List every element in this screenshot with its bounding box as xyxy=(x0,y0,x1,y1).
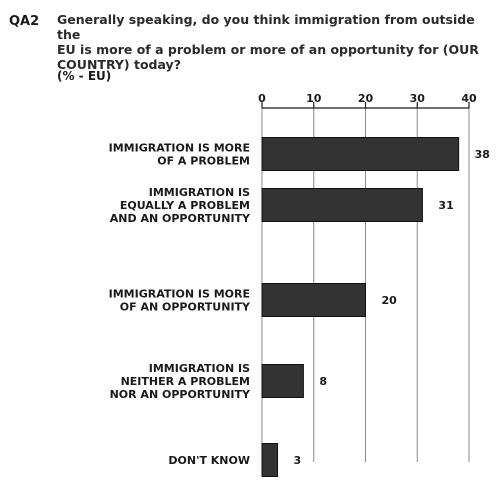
category-label: IMMIGRATION IS EQUALLY A PROBLEM AND AN OP… xyxy=(110,186,251,225)
data-label: 20 xyxy=(382,294,398,307)
data-label: 3 xyxy=(294,454,302,467)
tick-label: 0 xyxy=(258,92,266,105)
question-text: Generally speaking, do you think immigra… xyxy=(57,12,497,72)
data-label: 31 xyxy=(438,199,453,212)
data-label: 8 xyxy=(319,375,327,388)
bar xyxy=(261,364,304,398)
bar xyxy=(261,188,423,222)
bar xyxy=(261,443,279,477)
question-line-1: Generally speaking, do you think immigra… xyxy=(57,12,475,42)
question-line-2: EU is more of a problem or more of an op… xyxy=(57,42,479,57)
category-label: IMMIGRATION IS MORE OF A PROBLEM xyxy=(109,142,250,168)
question-line-3: COUNTRY) today? xyxy=(57,57,181,72)
tick-label: 20 xyxy=(358,92,374,105)
category-label: DON'T KNOW xyxy=(168,454,250,467)
tick-label: 10 xyxy=(306,92,322,105)
question-code: QA2 xyxy=(9,14,40,29)
category-label: IMMIGRATION IS NEITHER A PROBLEM NOR AN OP… xyxy=(110,362,251,401)
tick-label: 30 xyxy=(410,92,426,105)
tick-label: 40 xyxy=(461,92,477,105)
bar xyxy=(261,137,460,171)
bar xyxy=(261,283,366,317)
category-label: IMMIGRATION IS MORE OF AN OPPORTUNITY xyxy=(109,288,251,314)
data-label: 38 xyxy=(475,148,490,161)
unit-label: (% - EU) xyxy=(57,69,112,83)
